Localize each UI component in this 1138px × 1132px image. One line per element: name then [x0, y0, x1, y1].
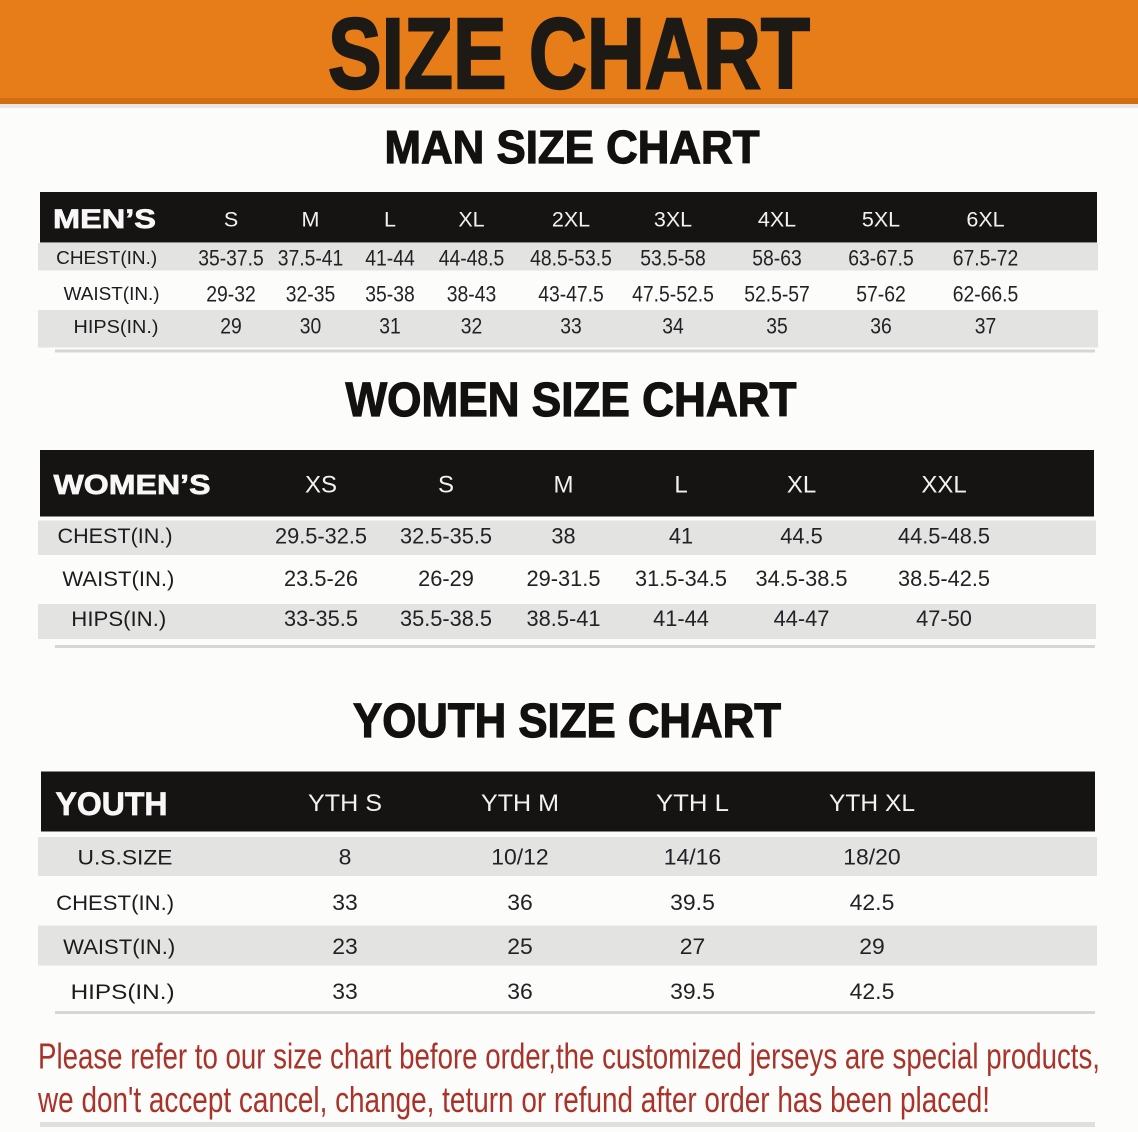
- svg-text:41-44: 41-44: [365, 246, 415, 271]
- svg-text:35-37.5: 35-37.5: [198, 246, 264, 271]
- svg-text:26-29: 26-29: [418, 566, 474, 591]
- svg-text:41-44: 41-44: [653, 606, 709, 631]
- svg-text:42.5: 42.5: [850, 890, 895, 915]
- svg-text:YTH XL: YTH XL: [829, 790, 915, 817]
- svg-text:14/16: 14/16: [664, 845, 721, 870]
- svg-text:58-63: 58-63: [752, 246, 802, 271]
- svg-text:44-47: 44-47: [774, 606, 830, 631]
- svg-text:33: 33: [560, 314, 582, 339]
- svg-text:32-35: 32-35: [286, 282, 336, 307]
- svg-text:WOMEN SIZE CHART: WOMEN SIZE CHART: [346, 374, 797, 427]
- svg-text:39.5: 39.5: [670, 979, 715, 1004]
- svg-text:43-47.5: 43-47.5: [538, 282, 604, 307]
- svg-text:M: M: [302, 208, 320, 232]
- svg-text:XS: XS: [305, 472, 337, 499]
- svg-text:38: 38: [551, 524, 575, 549]
- svg-text:29-31.5: 29-31.5: [527, 566, 601, 591]
- svg-text:WOMEN’S: WOMEN’S: [54, 469, 211, 500]
- svg-text:30: 30: [300, 314, 322, 339]
- svg-text:42.5: 42.5: [850, 979, 895, 1004]
- svg-text:47-50: 47-50: [916, 606, 972, 631]
- svg-text:2XL: 2XL: [552, 208, 590, 232]
- svg-text:23.5-26: 23.5-26: [284, 566, 358, 591]
- svg-text:38.5-42.5: 38.5-42.5: [898, 566, 990, 591]
- svg-text:35.5-38.5: 35.5-38.5: [400, 606, 492, 631]
- svg-text:HIPS(IN.): HIPS(IN.): [71, 608, 166, 631]
- svg-text:YTH M: YTH M: [481, 790, 559, 817]
- svg-text:37: 37: [975, 314, 997, 339]
- svg-text:CHEST(IN.): CHEST(IN.): [58, 525, 173, 548]
- svg-text:44-48.5: 44-48.5: [439, 246, 505, 271]
- svg-text:53.5-58: 53.5-58: [640, 246, 706, 271]
- svg-text:XL: XL: [458, 208, 484, 232]
- svg-text:44.5-48.5: 44.5-48.5: [898, 524, 990, 549]
- svg-text:35-38: 35-38: [365, 282, 415, 307]
- svg-text:36: 36: [507, 890, 533, 915]
- svg-text:34: 34: [662, 314, 684, 339]
- svg-text:31.5-34.5: 31.5-34.5: [635, 566, 727, 591]
- svg-text:YOUTH SIZE CHART: YOUTH SIZE CHART: [353, 695, 781, 748]
- svg-text:67.5-72: 67.5-72: [953, 246, 1019, 271]
- svg-text:3XL: 3XL: [654, 208, 692, 232]
- svg-text:XXL: XXL: [921, 472, 966, 499]
- svg-text:37.5-41: 37.5-41: [278, 246, 344, 271]
- svg-text:WAIST(IN.): WAIST(IN.): [63, 935, 175, 959]
- svg-text:10/12: 10/12: [491, 845, 548, 870]
- svg-text:XL: XL: [787, 472, 816, 499]
- svg-text:YOUTH: YOUTH: [56, 786, 168, 822]
- svg-text:29.5-32.5: 29.5-32.5: [275, 524, 367, 549]
- svg-text:34.5-38.5: 34.5-38.5: [756, 566, 848, 591]
- svg-text:WAIST(IN.): WAIST(IN.): [64, 283, 160, 304]
- svg-text:HIPS(IN.): HIPS(IN.): [74, 316, 159, 337]
- svg-text:41: 41: [669, 524, 693, 549]
- svg-text:SIZE CHART: SIZE CHART: [328, 0, 810, 110]
- svg-text:HIPS(IN.): HIPS(IN.): [71, 980, 175, 1004]
- svg-text:CHEST(IN.): CHEST(IN.): [56, 891, 174, 915]
- svg-text:U.S.SIZE: U.S.SIZE: [78, 846, 173, 870]
- svg-text:23: 23: [332, 934, 358, 959]
- svg-text:MEN’S: MEN’S: [53, 204, 156, 234]
- svg-text:S: S: [438, 472, 454, 499]
- svg-text:44.5: 44.5: [780, 524, 822, 549]
- svg-text:4XL: 4XL: [758, 208, 796, 232]
- svg-text:48.5-53.5: 48.5-53.5: [530, 246, 612, 271]
- svg-text:8: 8: [339, 845, 352, 870]
- svg-text:27: 27: [680, 934, 706, 959]
- svg-text:33-35.5: 33-35.5: [284, 606, 358, 631]
- svg-text:we don't accept cancel, change: we don't accept cancel, change, teturn o…: [37, 1079, 990, 1120]
- svg-text:YTH L: YTH L: [656, 790, 729, 817]
- svg-text:63-67.5: 63-67.5: [848, 246, 914, 271]
- svg-text:29: 29: [220, 314, 242, 339]
- svg-text:39.5: 39.5: [670, 890, 715, 915]
- svg-text:MAN SIZE CHART: MAN SIZE CHART: [385, 121, 760, 173]
- svg-text:5XL: 5XL: [862, 208, 900, 232]
- svg-text:Please refer to our size chart: Please refer to our size chart before or…: [38, 1036, 1100, 1077]
- svg-text:35: 35: [766, 314, 788, 339]
- svg-text:33: 33: [332, 890, 358, 915]
- svg-text:52.5-57: 52.5-57: [744, 282, 810, 307]
- svg-text:L: L: [674, 472, 687, 499]
- svg-text:57-62: 57-62: [856, 282, 906, 307]
- svg-text:38-43: 38-43: [447, 282, 497, 307]
- svg-text:29-32: 29-32: [206, 282, 256, 307]
- svg-text:33: 33: [332, 979, 358, 1004]
- svg-text:31: 31: [379, 314, 401, 339]
- svg-text:38.5-41: 38.5-41: [527, 606, 601, 631]
- svg-text:6XL: 6XL: [966, 208, 1004, 232]
- svg-text:18/20: 18/20: [843, 845, 900, 870]
- svg-text:YTH S: YTH S: [308, 790, 382, 817]
- svg-text:29: 29: [859, 934, 885, 959]
- svg-text:S: S: [224, 208, 238, 232]
- svg-text:32: 32: [461, 314, 483, 339]
- svg-text:62-66.5: 62-66.5: [953, 282, 1019, 307]
- svg-text:CHEST(IN.): CHEST(IN.): [56, 247, 157, 268]
- svg-text:25: 25: [507, 934, 533, 959]
- svg-text:36: 36: [870, 314, 892, 339]
- svg-text:32.5-35.5: 32.5-35.5: [400, 524, 492, 549]
- svg-text:WAIST(IN.): WAIST(IN.): [62, 568, 174, 591]
- svg-text:36: 36: [507, 979, 533, 1004]
- svg-text:M: M: [554, 472, 574, 499]
- svg-text:L: L: [384, 208, 396, 232]
- svg-text:47.5-52.5: 47.5-52.5: [632, 282, 714, 307]
